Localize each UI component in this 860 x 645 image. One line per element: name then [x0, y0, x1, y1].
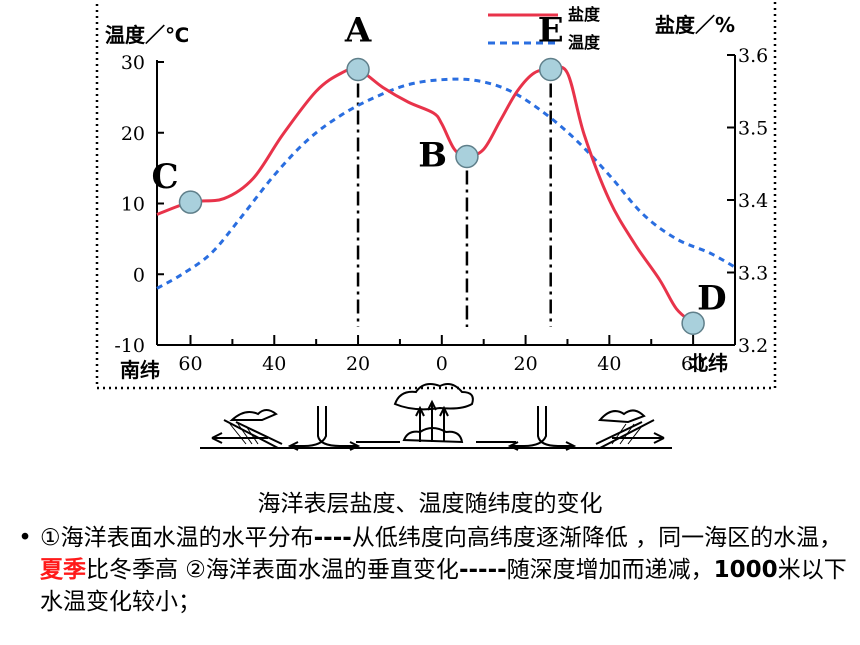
left-axis-title: 温度／℃	[105, 23, 189, 47]
chart-caption: 海洋表层盐度、温度随纬度的变化	[257, 491, 603, 517]
bottom-tick-label: 40	[597, 353, 621, 375]
chart-dotted-frame	[95, 0, 777, 390]
bullet-bold-value: 1000	[713, 557, 778, 583]
bottom-tick-label: 20	[346, 353, 370, 375]
right-tick-label: 3.4	[738, 190, 768, 212]
legend-label-salinity: 盐度	[568, 5, 601, 24]
point-label-a: A	[344, 11, 372, 51]
left-tick-label: 20	[121, 123, 145, 145]
right-axis-title: 盐度／%	[655, 13, 735, 37]
circulation-diagram	[200, 383, 672, 451]
bullet-part1: ①海洋表面水温的水平分布	[40, 525, 314, 551]
downdraft-left-illustration	[287, 406, 361, 451]
bottom-tick-label: 60	[681, 353, 705, 375]
explanation-bullet: • ①海洋表面水温的水平分布----从低纬度向高纬度逐渐降低 ，同一海区的水温，…	[10, 522, 850, 618]
bottom-tick-label: 0	[436, 353, 448, 375]
guide-lines	[356, 83, 552, 327]
bullet-marker: •	[18, 525, 32, 551]
left-tick-label: 30	[121, 52, 145, 74]
right-tick-label: 3.3	[738, 263, 768, 285]
left-axis-ticks: 30 20 10 0 -10	[114, 52, 164, 357]
bottom-tick-label: 60	[178, 353, 202, 375]
legend: 盐度 温度	[488, 5, 601, 52]
salinity-series-line	[156, 65, 695, 325]
point-marker-b	[455, 144, 479, 169]
point-label-d: D	[697, 278, 726, 318]
bottom-tick-label: 40	[262, 353, 286, 375]
left-tick-label: 10	[121, 194, 145, 216]
right-axis-ticks: 3.6 3.5 3.4 3.3 3.2	[727, 45, 768, 357]
bullet-part2: 从低纬度向高纬度逐渐降低 ，同一海区的水温，	[351, 525, 843, 551]
left-tick-label: -10	[114, 335, 145, 357]
bullet-highlight-summer: 夏季	[40, 557, 86, 583]
point-label-c: C	[151, 157, 178, 197]
downdraft-right-illustration	[507, 406, 577, 451]
right-tick-label: 3.6	[738, 45, 768, 67]
legend-label-temperature: 温度	[567, 33, 601, 52]
bullet-part3: 比冬季高 ②海洋表面水温的垂直变化	[86, 557, 459, 583]
point-marker-c	[178, 190, 203, 214]
right-tick-label: 3.2	[738, 335, 768, 357]
bullet-dash2: -----	[458, 557, 507, 583]
left-tick-label: 0	[133, 264, 145, 286]
bottom-axis-ticks: 60 40 20 0 20 40 60	[178, 335, 705, 375]
point-marker-e	[538, 57, 563, 82]
point-label-b: B	[418, 136, 447, 176]
right-tick-label: 3.5	[738, 118, 768, 140]
x-right-title: 北纬	[688, 351, 728, 375]
x-left-title: 南纬	[120, 358, 160, 382]
bullet-text: ①海洋表面水温的水平分布----从低纬度向高纬度逐渐降低 ，同一海区的水温， 夏季…	[40, 522, 850, 618]
temperature-series-line	[156, 77, 736, 290]
point-marker-a	[346, 57, 370, 82]
point-markers: A B C D E	[151, 11, 727, 335]
front-right-illustration	[595, 409, 665, 449]
point-label-e: E	[538, 11, 564, 51]
bottom-tick-label: 20	[513, 353, 537, 375]
bullet-part5: 米以下水温变化较小；	[40, 557, 847, 615]
convection-cloud-illustration	[356, 383, 516, 444]
point-marker-d	[681, 311, 705, 335]
bullet-dash1: ----	[313, 525, 352, 551]
front-left-illustration	[211, 409, 283, 449]
bullet-part4: 随深度增加而递减，	[506, 557, 714, 583]
